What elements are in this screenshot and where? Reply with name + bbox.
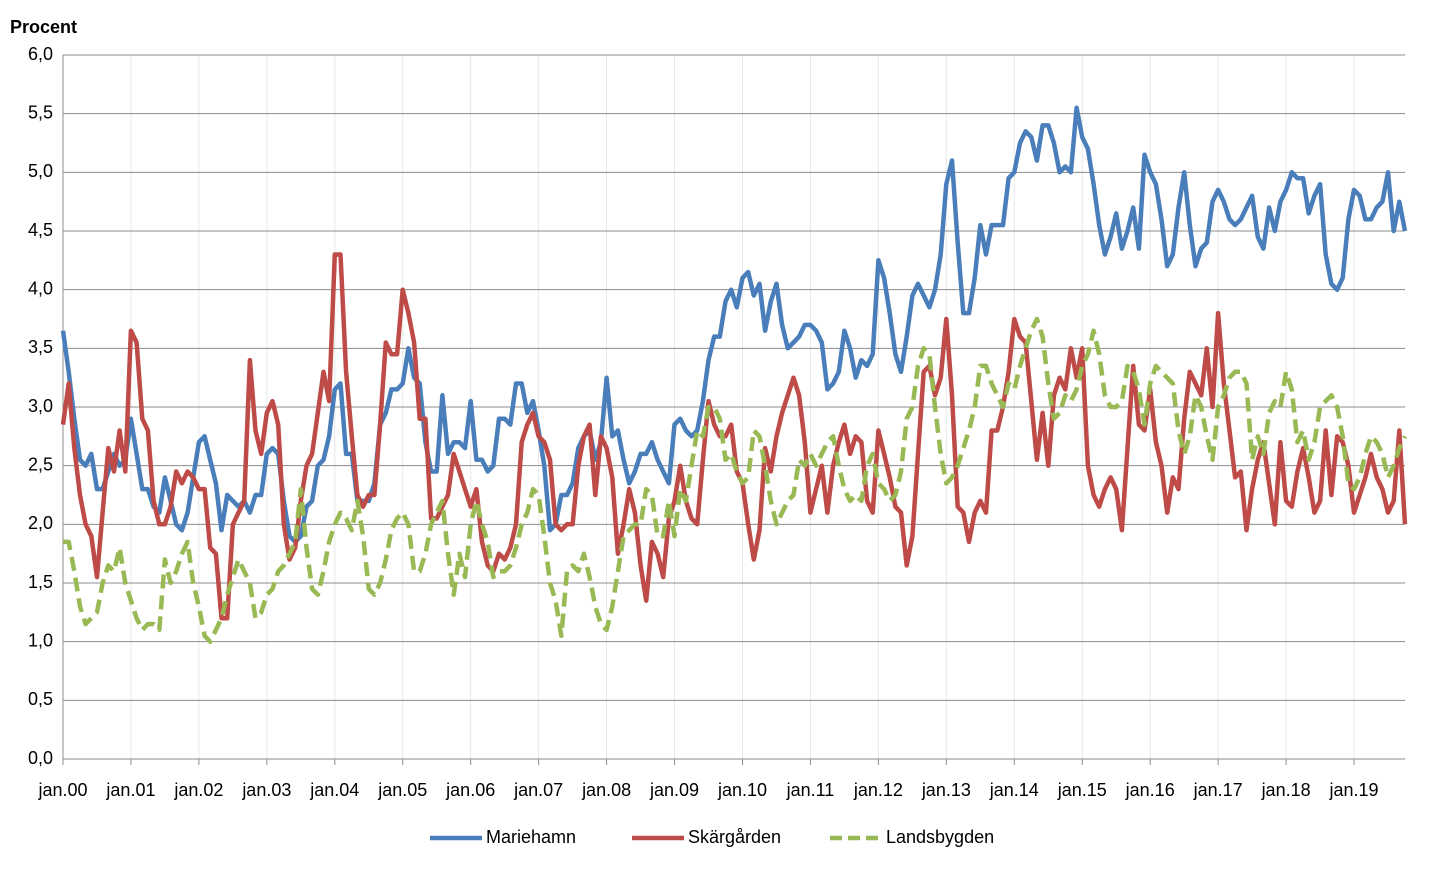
x-tick-label: jan.19 [1329, 780, 1379, 800]
x-tick-label: jan.13 [921, 780, 971, 800]
y-tick-label: 2,0 [28, 513, 53, 533]
legend-label: Skärgården [688, 827, 781, 847]
y-tick-label: 1,5 [28, 572, 53, 592]
y-tick-label: 5,0 [28, 161, 53, 181]
x-tick-label: jan.18 [1261, 780, 1311, 800]
y-tick-label: 2,5 [28, 454, 53, 474]
y-axis-title: Procent [10, 17, 77, 37]
x-tick-label: jan.02 [173, 780, 223, 800]
x-tick-label: jan.08 [581, 780, 631, 800]
y-tick-label: 0,0 [28, 748, 53, 768]
x-tick-label: jan.11 [786, 780, 835, 800]
legend-label: Mariehamn [486, 827, 576, 847]
x-tick-label: jan.17 [1193, 780, 1243, 800]
legend-label: Landsbygden [886, 827, 994, 847]
x-tick-label: jan.10 [717, 780, 767, 800]
series-line [63, 316, 1408, 644]
x-tick-label: jan.14 [989, 780, 1039, 800]
x-tick-label: jan.00 [37, 780, 87, 800]
y-tick-label: 5,5 [28, 102, 53, 122]
x-tick-label: jan.15 [1057, 780, 1107, 800]
x-tick-label: jan.09 [649, 780, 699, 800]
y-tick-label: 0,5 [28, 689, 53, 709]
x-tick-label: jan.12 [853, 780, 903, 800]
x-tick-label: jan.01 [105, 780, 155, 800]
series-line [60, 252, 1408, 621]
y-tick-label: 6,0 [28, 44, 53, 64]
x-tick-label: jan.16 [1125, 780, 1175, 800]
x-tick-label: jan.07 [513, 780, 563, 800]
x-tick-label: jan.06 [445, 780, 495, 800]
x-tick-label: jan.05 [377, 780, 427, 800]
y-tick-label: 3,0 [28, 396, 53, 416]
x-tick-label: jan.03 [241, 780, 291, 800]
y-tick-label: 4,0 [28, 278, 53, 298]
y-tick-label: 3,5 [28, 337, 53, 357]
series-line [60, 105, 1408, 545]
y-tick-label: 1,0 [28, 630, 53, 650]
y-tick-label: 4,5 [28, 220, 53, 240]
x-tick-label: jan.04 [309, 780, 359, 800]
